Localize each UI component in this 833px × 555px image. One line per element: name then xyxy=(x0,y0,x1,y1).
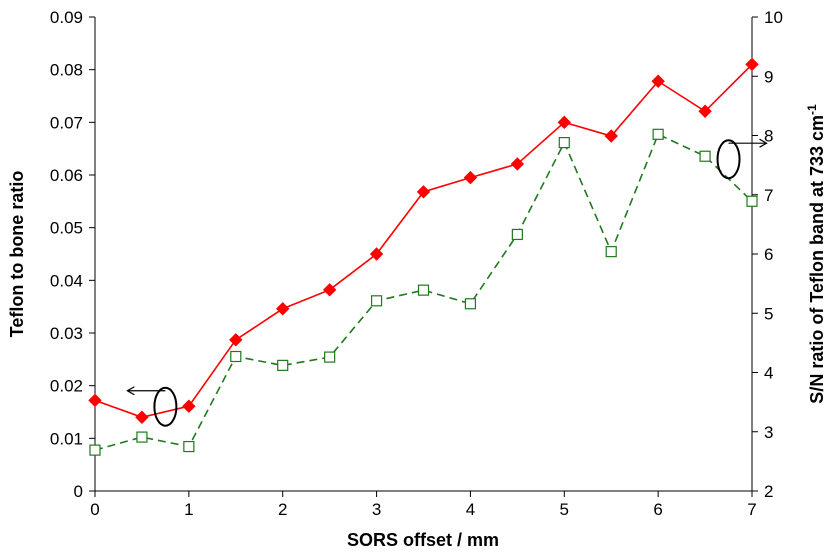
data-point-left xyxy=(745,57,759,72)
data-point-left xyxy=(698,104,712,118)
y-tick-label-right: 7 xyxy=(764,186,773,205)
data-point-right xyxy=(183,440,195,453)
data-point-right xyxy=(277,359,289,371)
axis-indicator-ellipse xyxy=(716,139,741,180)
y-axis-title-left: Teflon to bone ratio xyxy=(7,171,27,338)
data-point-right xyxy=(230,350,242,363)
data-point-right xyxy=(652,128,664,140)
annotation-group xyxy=(126,138,768,427)
data-point-left xyxy=(651,74,665,88)
data-point-right xyxy=(746,195,758,207)
series-line-right xyxy=(94,133,753,451)
data-point-right xyxy=(464,298,477,310)
y-tick-label-left: 0.07 xyxy=(50,113,83,132)
data-point-left xyxy=(557,115,571,130)
data-point-right xyxy=(89,444,101,456)
data-point-right xyxy=(699,150,711,162)
data-point-right xyxy=(605,246,617,258)
data-point-left xyxy=(416,185,431,199)
x-tick-label: 7 xyxy=(747,500,756,519)
tick-group: 0 1 2 3 4 5 6 7 0 0.01 0.02 0.03 0.04 0.05 0.06 0.07 0.0… xyxy=(50,8,783,519)
y-tick-label-right: 10 xyxy=(764,8,783,27)
data-point-right xyxy=(136,431,148,443)
data-point-right xyxy=(558,137,570,149)
series-line-left xyxy=(94,63,753,419)
y-tick-label-left: 0.06 xyxy=(50,166,83,185)
y-tick-label-left: 0.04 xyxy=(50,271,83,290)
data-point-left xyxy=(604,129,618,143)
y-tick-label-right: 4 xyxy=(764,364,773,383)
data-point-left xyxy=(510,157,525,171)
y-axis-title-right: S/N ratio of Teflon band at 733 cm-1 xyxy=(805,104,827,404)
data-point-left xyxy=(229,333,243,347)
data-point-right xyxy=(370,295,383,307)
data-point-left xyxy=(135,410,149,424)
x-tick-label: 6 xyxy=(653,500,662,519)
y-tick-label-right: 8 xyxy=(764,127,773,146)
y-tick-label-left: 0.08 xyxy=(50,61,83,80)
y-tick-label-right: 3 xyxy=(764,423,773,442)
y-tick-label-left: 0 xyxy=(74,482,83,501)
y-tick-label-left: 0.09 xyxy=(50,8,83,27)
plot-frame xyxy=(94,17,753,492)
data-point-left xyxy=(463,170,478,185)
y2-title-main: S/N ratio of Teflon band at 733 cm xyxy=(807,115,827,404)
axis-indicator-ellipse xyxy=(153,386,178,427)
x-tick-label: 2 xyxy=(278,500,287,519)
data-point-right xyxy=(324,351,336,363)
data-point-right xyxy=(417,284,430,296)
x-tick-label: 0 xyxy=(90,500,99,519)
y2-title-superscript: -1 xyxy=(805,104,819,115)
data-point-left xyxy=(322,283,337,297)
x-tick-label: 1 xyxy=(184,500,193,519)
data-point-left xyxy=(276,302,290,316)
axis-indicator-arrow-head xyxy=(126,386,135,396)
x-tick-label: 4 xyxy=(466,500,475,519)
y-tick-label-right: 5 xyxy=(764,304,773,323)
y-tick-label-right: 2 xyxy=(764,482,773,501)
x-tick-label: 5 xyxy=(560,500,569,519)
y-tick-label-left: 0.01 xyxy=(50,429,83,448)
data-point-left xyxy=(369,247,384,261)
y-tick-label-right: 9 xyxy=(764,67,773,86)
axis-indicator-arrow-head xyxy=(759,138,768,148)
data-point-left xyxy=(88,393,102,408)
y-tick-label-left: 0.03 xyxy=(50,324,83,343)
data-point-left xyxy=(182,399,196,413)
y-tick-label-left: 0.02 xyxy=(50,377,83,396)
y-tick-label-right: 6 xyxy=(764,245,773,264)
x-tick-label: 3 xyxy=(372,500,381,519)
data-point-right xyxy=(511,228,523,241)
y-tick-label-left: 0.05 xyxy=(50,219,83,238)
series-group xyxy=(88,57,759,456)
x-axis-title: SORS offset / mm xyxy=(347,530,499,550)
